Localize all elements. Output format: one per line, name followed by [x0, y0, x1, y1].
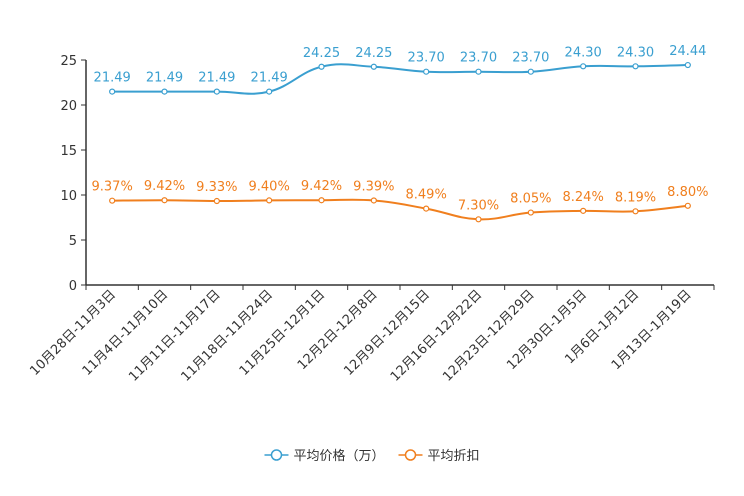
y-tick-label: 25: [60, 54, 77, 69]
data-point[interactable]: [370, 197, 377, 204]
series-1: 21.49 21.49 21.49 21.49 24.25 24.25 23.70 23.70…: [94, 44, 706, 95]
data-point[interactable]: [580, 207, 587, 214]
data-point[interactable]: [161, 197, 168, 204]
data-label: 24.30: [617, 45, 654, 60]
data-point[interactable]: [213, 88, 220, 95]
data-label: 23.70: [512, 51, 549, 66]
data-point[interactable]: [527, 209, 534, 216]
data-point[interactable]: [213, 197, 220, 205]
legend-label: 平均折扣: [428, 449, 480, 464]
data-label: 9.33%: [196, 180, 237, 195]
data-point[interactable]: [684, 202, 691, 209]
chart-legend[interactable]: 平均价格（万） 平均折扣: [264, 448, 480, 464]
data-label: 21.49: [94, 71, 131, 86]
data-label: 24.25: [355, 46, 392, 61]
data-point[interactable]: [109, 88, 116, 95]
data-label: 9.42%: [144, 179, 185, 194]
x-tick-label: 11月18日-11月24日: [179, 287, 276, 384]
y-tick-label: 15: [60, 144, 77, 159]
data-point[interactable]: [266, 88, 273, 95]
data-label: 21.49: [251, 71, 288, 86]
data-label: 9.39%: [353, 179, 394, 194]
data-label: 7.30%: [458, 198, 499, 213]
data-label: 24.30: [565, 45, 602, 60]
y-tick-label: 5: [69, 234, 77, 249]
data-point[interactable]: [684, 61, 691, 69]
data-label: 9.37%: [92, 180, 133, 195]
data-point[interactable]: [161, 88, 168, 95]
data-label: 21.49: [146, 71, 183, 86]
legend-item-2[interactable]: 平均折扣: [398, 449, 480, 464]
data-point[interactable]: [632, 208, 639, 215]
data-point[interactable]: [580, 63, 587, 70]
data-label: 8.05%: [510, 192, 551, 207]
data-label: 23.70: [460, 51, 497, 66]
data-point[interactable]: [475, 68, 482, 75]
x-tick-label: 10月28日-11月3日: [27, 287, 119, 379]
data-label: 23.70: [408, 51, 445, 66]
x-tick-label: 12月16日-12月22日: [388, 287, 485, 384]
legend-label: 平均价格（万）: [293, 448, 384, 464]
data-point[interactable]: [632, 63, 639, 70]
data-label: 24.25: [303, 46, 340, 61]
data-point[interactable]: [318, 63, 325, 70]
data-label: 8.49%: [406, 188, 447, 203]
x-tick-label: 12月23日-12月29日: [440, 287, 537, 384]
data-label: 9.42%: [301, 179, 342, 194]
data-point[interactable]: [423, 68, 430, 75]
data-label: 8.80%: [667, 185, 708, 200]
data-label: 21.49: [198, 71, 235, 86]
data-point[interactable]: [370, 63, 377, 70]
series-2: 9.37% 9.42% 9.33% 9.40% 9.42% 9.39% 8.49% 7.30%…: [92, 179, 708, 223]
data-point[interactable]: [318, 197, 325, 204]
data-label: 9.40%: [249, 179, 290, 194]
legend-marker-icon: [404, 449, 417, 461]
data-point[interactable]: [475, 216, 482, 223]
data-label: 8.24%: [563, 190, 604, 205]
data-label: 8.19%: [615, 190, 656, 205]
series-line: [112, 63, 688, 95]
chart-axes: 051015202510月28日-11月3日11月4日-11月10日11月11日…: [27, 54, 715, 385]
y-tick-label: 20: [60, 99, 77, 114]
legend-item-1[interactable]: 平均价格（万）: [264, 448, 385, 464]
data-label: 24.44: [669, 44, 706, 59]
y-tick-label: 10: [60, 189, 77, 204]
legend-marker-icon: [270, 449, 283, 461]
data-point[interactable]: [423, 205, 430, 212]
data-point[interactable]: [527, 68, 534, 75]
data-point[interactable]: [109, 197, 116, 204]
series-line: [112, 198, 688, 221]
x-tick-label: 11月11日-11月17日: [126, 287, 223, 384]
chart-series: 21.49 21.49 21.49 21.49 24.25 24.25 23.70 23.70…: [92, 44, 708, 223]
y-tick-label: 0: [69, 279, 77, 294]
data-point[interactable]: [266, 197, 273, 204]
